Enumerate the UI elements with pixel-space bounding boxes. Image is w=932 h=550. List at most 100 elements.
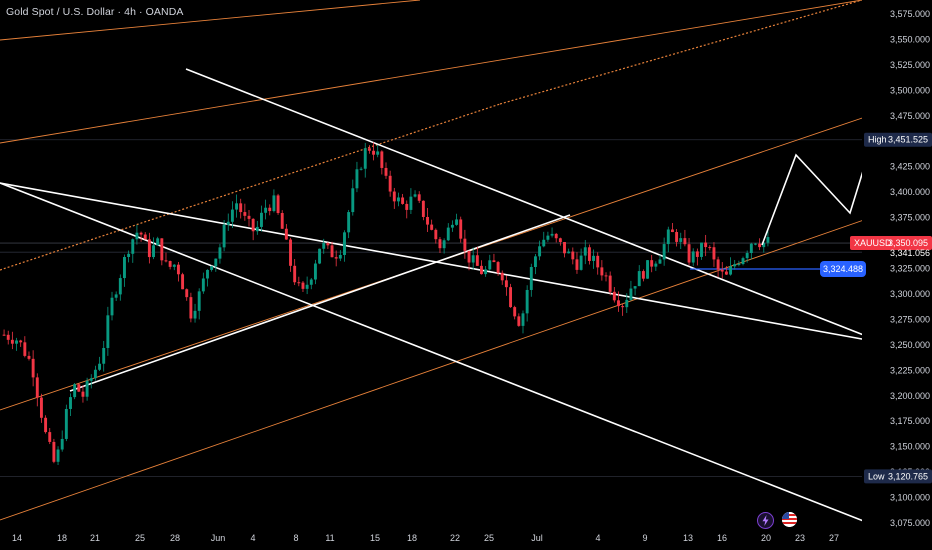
candle-body <box>596 255 600 268</box>
time-tick-label: 15 <box>370 533 380 543</box>
candle-body <box>189 297 193 319</box>
candle-body <box>405 203 409 210</box>
candle-body <box>571 251 575 260</box>
candle-body <box>533 256 537 268</box>
candle-body <box>313 263 317 280</box>
candle-body <box>135 232 139 240</box>
trend-line-descending-3 <box>0 182 867 523</box>
candle-body <box>654 263 658 267</box>
candle-body <box>338 254 342 259</box>
candle-body <box>766 237 770 243</box>
candle-body <box>367 148 371 151</box>
candle-body <box>102 347 106 364</box>
candle-body <box>608 275 612 292</box>
trend-line-descending-2 <box>185 68 885 344</box>
candle-body <box>633 286 637 289</box>
candle-body <box>637 271 641 287</box>
candle-body <box>587 247 591 261</box>
candle-body <box>152 245 155 258</box>
candle-body <box>513 307 517 317</box>
candle-body <box>687 244 691 263</box>
candle-body <box>455 219 459 225</box>
candle-body <box>226 221 230 225</box>
candle-body <box>44 417 48 433</box>
time-tick-label: 9 <box>642 533 647 543</box>
candle-body <box>106 315 110 348</box>
candle-body <box>260 212 263 227</box>
time-tick-label: 21 <box>90 533 100 543</box>
time-tick-label: 22 <box>450 533 460 543</box>
candle-body <box>201 278 205 292</box>
price-tick-label: 3,325.000 <box>890 264 930 274</box>
secondary-price-value: 3,341.056 <box>890 248 930 258</box>
candle-body <box>554 233 558 239</box>
candle-body <box>397 197 400 202</box>
candle-body <box>716 259 720 270</box>
candle-body <box>206 269 209 279</box>
candle-body <box>334 257 338 259</box>
candle-body <box>85 380 89 397</box>
candle-body <box>675 232 679 242</box>
last-price-label: XAUUSD <box>854 238 892 248</box>
candle-body <box>600 267 604 276</box>
candle-body <box>10 339 14 344</box>
candle-body <box>372 150 375 155</box>
candle-body <box>542 239 546 247</box>
flash-icon[interactable] <box>757 512 774 529</box>
candle-body <box>23 342 27 356</box>
time-tick-label: 16 <box>717 533 727 543</box>
candle-body <box>89 378 93 381</box>
price-tick-label: 3,550.000 <box>890 34 930 44</box>
candle-body <box>658 259 662 264</box>
price-tick-label: 3,225.000 <box>890 365 930 375</box>
candle-body <box>264 207 268 213</box>
candle-body <box>434 229 438 240</box>
price-tick-label: 3,375.000 <box>890 213 930 223</box>
candle-body <box>64 408 68 439</box>
candle-body <box>243 212 247 216</box>
candle-body <box>583 247 587 256</box>
candle-body <box>471 255 475 263</box>
candle-body <box>496 262 500 273</box>
channel-line-dotted-ext <box>499 0 863 105</box>
candle-body <box>31 358 35 378</box>
candle-body <box>156 238 160 246</box>
low-value: 3,120.765 <box>888 471 928 481</box>
candle-body <box>6 334 10 340</box>
candle-body <box>359 168 363 170</box>
candle-body <box>48 432 52 442</box>
level-badge[interactable] <box>820 261 866 278</box>
candle-body <box>467 250 471 263</box>
candle-body <box>197 291 201 311</box>
candle-body <box>579 255 583 270</box>
candle-body <box>525 289 529 314</box>
candle-body <box>239 203 243 213</box>
candle-body <box>93 369 97 379</box>
price-tick-label: 3,575.000 <box>890 9 930 19</box>
us-flag-icon[interactable] <box>782 512 797 527</box>
price-tick-label: 3,300.000 <box>890 289 930 299</box>
candle-body <box>413 194 417 197</box>
low-badge <box>864 469 932 484</box>
candle-body <box>683 238 687 245</box>
candle-body <box>509 287 512 308</box>
candle-body <box>127 253 131 258</box>
candle-body <box>176 264 180 275</box>
candle-body <box>193 310 197 319</box>
candle-body <box>401 197 405 204</box>
time-tick-label: 18 <box>407 533 417 543</box>
candle-body <box>280 213 284 229</box>
candle-body <box>56 449 60 462</box>
candle-body <box>558 238 562 242</box>
channel-line-upper <box>0 0 863 144</box>
price-tick-label: 3,250.000 <box>890 340 930 350</box>
candle-body <box>592 255 596 261</box>
candle-body <box>376 151 380 155</box>
candle-body <box>326 243 330 246</box>
price-tick-label: 3,075.000 <box>890 518 930 528</box>
candle-body <box>77 384 81 392</box>
candle-body <box>749 243 753 254</box>
candle-body <box>2 334 6 336</box>
